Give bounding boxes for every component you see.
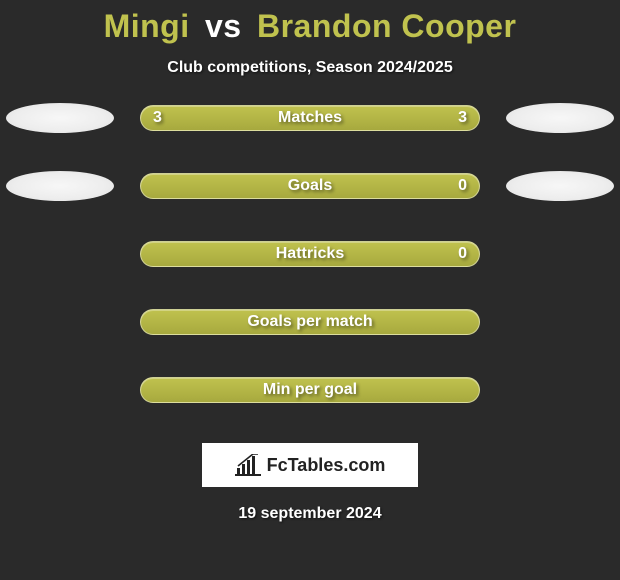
comparison-page: Mingi vs Brandon Cooper Club competition… bbox=[0, 0, 620, 580]
vs-label: vs bbox=[205, 8, 242, 44]
chart-icon bbox=[235, 454, 261, 476]
stat-label: Min per goal bbox=[141, 381, 479, 399]
subtitle: Club competitions, Season 2024/2025 bbox=[0, 59, 620, 77]
player1-name: Mingi bbox=[104, 8, 190, 44]
stat-row: 3Matches3 bbox=[0, 95, 620, 141]
player2-marker bbox=[506, 171, 614, 201]
player1-marker bbox=[6, 171, 114, 201]
date-label: 19 september 2024 bbox=[0, 505, 620, 523]
player2-marker bbox=[506, 103, 614, 133]
page-title: Mingi vs Brandon Cooper bbox=[0, 0, 620, 45]
stat-row: Min per goal bbox=[0, 367, 620, 413]
stat-rows: 3Matches3Goals0Hattricks0Goals per match… bbox=[0, 95, 620, 413]
stat-bar: Min per goal bbox=[140, 377, 480, 403]
stat-bar: 3Matches3 bbox=[140, 105, 480, 131]
stat-row: Goals0 bbox=[0, 163, 620, 209]
player2-name: Brandon Cooper bbox=[257, 8, 516, 44]
player1-marker bbox=[6, 103, 114, 133]
stat-value-right: 0 bbox=[458, 177, 467, 195]
stat-bar: Goals per match bbox=[140, 309, 480, 335]
stat-label: Goals bbox=[141, 177, 479, 195]
source-badge: FcTables.com bbox=[202, 443, 418, 487]
stat-row: Hattricks0 bbox=[0, 231, 620, 277]
stat-label: Goals per match bbox=[141, 313, 479, 331]
stat-label: Matches bbox=[141, 109, 479, 127]
stat-bar: Goals0 bbox=[140, 173, 480, 199]
stat-row: Goals per match bbox=[0, 299, 620, 345]
stat-bar: Hattricks0 bbox=[140, 241, 480, 267]
stat-value-right: 3 bbox=[458, 109, 467, 127]
stat-value-right: 0 bbox=[458, 245, 467, 263]
stat-label: Hattricks bbox=[141, 245, 479, 263]
badge-text: FcTables.com bbox=[267, 455, 386, 476]
